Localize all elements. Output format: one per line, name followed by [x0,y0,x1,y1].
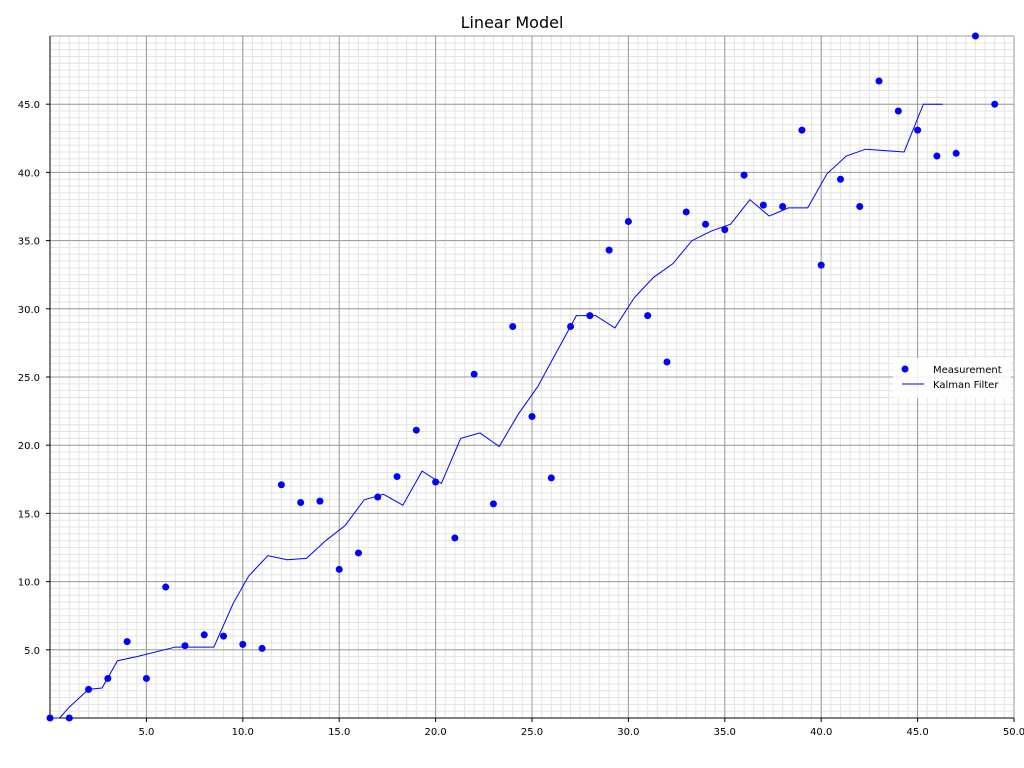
measurement-point [702,220,710,228]
measurement-point [220,632,228,640]
measurement-point [393,473,401,481]
measurement-point [239,640,247,648]
y-tick-label: 30.0 [18,305,40,316]
measurement-point [162,583,170,591]
y-tick-label: 45.0 [18,100,40,111]
measurement-series [46,32,999,722]
measurement-point [46,714,54,722]
measurement-point [374,493,382,501]
measurement-point [971,32,979,40]
measurement-point [836,175,844,183]
y-tick-label: 35.0 [18,237,40,248]
measurement-point [451,534,459,542]
measurement-point [721,226,729,234]
measurement-point [142,674,150,682]
measurement-point [933,152,941,160]
measurement-point [682,208,690,216]
measurement-point [779,203,787,210]
x-tick-label: 40.0 [810,727,832,738]
measurement-point [104,674,112,682]
measurement-point [181,642,189,650]
y-tick-label: 10.0 [18,578,40,589]
measurement-point [85,685,93,693]
measurement-point [65,714,73,722]
x-tick-label: 35.0 [714,727,736,738]
measurement-point [335,565,343,573]
legend-box [893,358,1011,398]
x-tick-label: 20.0 [424,727,446,738]
measurement-point [528,413,536,421]
measurement-point [663,358,671,366]
measurement-point [605,246,613,254]
legend-label-kalman: Kalman Filter [933,380,999,391]
legend: Measurement Kalman Filter [893,358,1011,398]
measurement-point [297,498,305,506]
y-tick-label: 20.0 [18,441,40,452]
measurement-point [547,474,555,482]
measurement-point [509,323,517,331]
y-tick-label: 15.0 [18,509,40,520]
kalman-filter-series [50,103,943,719]
measurement-point [258,644,266,652]
measurement-point [412,426,420,434]
measurement-point [759,201,767,209]
measurement-point [354,549,362,557]
measurement-point [567,323,575,331]
measurement-point [644,312,652,320]
x-tick-label: 5.0 [138,727,154,738]
x-tick-label: 10.0 [232,727,254,738]
measurement-point [914,126,922,134]
measurement-point [200,631,208,639]
x-axis-ticks: 5.0 10.0 15.0 20.0 25.0 30.0 35.0 40.0 45.0 50.0 [138,718,1024,738]
x-tick-label: 25.0 [521,727,543,738]
measurement-point [470,370,478,378]
measurement-point [624,218,632,226]
x-tick-label: 50.0 [1003,727,1024,738]
y-axis-ticks: 5.0 10.0 15.0 20.0 25.0 30.0 35.0 40.0 45.0 [18,100,50,657]
measurement-point [123,638,131,646]
measurement-point [316,497,324,505]
measurement-point [798,126,806,134]
measurement-point [875,77,883,85]
measurement-point [586,312,594,320]
measurement-point [277,481,285,489]
legend-marker-measurement [901,365,909,373]
measurement-point [817,261,825,269]
measurement-point [489,500,497,508]
measurement-point [991,100,999,108]
chart-title: Linear Model [461,13,564,32]
y-tick-label: 5.0 [24,646,40,657]
x-tick-label: 15.0 [328,727,350,738]
legend-label-measurement: Measurement [933,365,1002,376]
measurement-point [432,478,440,486]
kalman-filter-line [50,103,943,719]
measurement-point [894,107,902,115]
x-tick-label: 30.0 [617,727,639,738]
measurement-point [740,171,748,179]
x-tick-label: 45.0 [906,727,928,738]
measurement-point [952,149,960,157]
y-tick-label: 40.0 [18,168,40,179]
measurement-point [856,203,864,210]
y-tick-label: 25.0 [18,373,40,384]
